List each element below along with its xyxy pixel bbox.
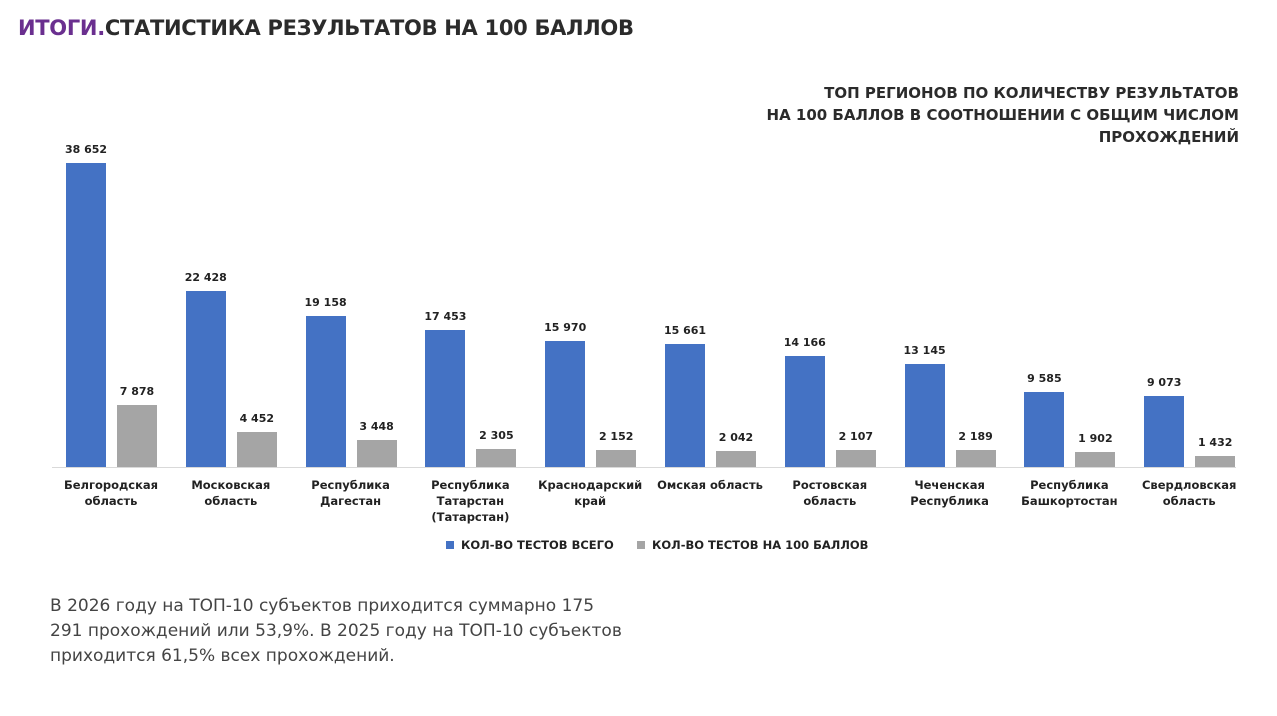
- bar: [1195, 455, 1236, 467]
- title: ИТОГИ.СТАТИСТИКА РЕЗУЛЬТАТОВ НА 100 БАЛЛ…: [18, 16, 634, 40]
- bar: [66, 163, 106, 467]
- bar: [545, 341, 586, 467]
- bar: [117, 405, 157, 467]
- legend-label: КОЛ-ВО ТЕСТОВ ВСЕГО: [461, 538, 614, 552]
- bar: [1024, 391, 1065, 467]
- bar: [185, 290, 226, 467]
- bar: [236, 431, 277, 467]
- bar: [1075, 452, 1116, 467]
- legend-item: КОЛ-ВО ТЕСТОВ ВСЕГО: [446, 538, 614, 552]
- x-tick-label: Ростовская область: [792, 478, 868, 508]
- x-tick-label: Краснодарский край: [538, 478, 643, 508]
- value-label: 1 902: [1078, 432, 1113, 446]
- x-tick-label: Омская область: [657, 478, 763, 492]
- subtitle-line: ПРОХОЖДЕНИЙ: [1098, 128, 1239, 146]
- value-label: 15 970: [544, 321, 587, 335]
- bar: [305, 316, 346, 467]
- bar: [665, 343, 705, 467]
- bar: [1144, 395, 1185, 467]
- bar: [904, 363, 945, 467]
- value-label: 2 305: [479, 428, 514, 442]
- value-label: 1 432: [1197, 435, 1233, 449]
- value-label: 2 107: [838, 430, 874, 444]
- value-label: 22 428: [184, 270, 227, 284]
- value-label: 14 166: [783, 335, 826, 349]
- legend-swatch: [637, 541, 645, 549]
- value-label: 2 152: [598, 430, 634, 444]
- baseline: [52, 467, 1236, 468]
- bar: [955, 449, 996, 467]
- note: В 2026 году на ТОП-10 субъектов приходит…: [50, 596, 622, 666]
- x-tick-label: Чеченская Республика: [910, 478, 989, 508]
- value-label: 4 452: [239, 411, 275, 425]
- bar: [476, 448, 517, 467]
- legend-item: КОЛ-ВО ТЕСТОВ НА 100 БАЛЛОВ: [637, 538, 868, 552]
- value-label: 19 158: [304, 296, 347, 310]
- x-tick-label: Республика Татарстан (Татарстан): [431, 478, 510, 524]
- bar: [716, 450, 756, 467]
- bar: [425, 329, 466, 467]
- value-label: 38 652: [64, 143, 108, 156]
- value-label: 9 585: [1027, 371, 1062, 385]
- x-tick-label: Республика Башкортостан: [1021, 478, 1118, 508]
- value-label: 9 073: [1146, 375, 1182, 389]
- value-label: 2 042: [718, 430, 754, 444]
- legend-swatch: [446, 541, 454, 549]
- subtitle-line: НА 100 БАЛЛОВ В СООТНОШЕНИИ С ОБЩИМ ЧИСЛ…: [766, 106, 1239, 124]
- bar: [596, 450, 637, 467]
- value-label: 7 878: [119, 385, 155, 399]
- subtitle: ТОП РЕГИОНОВ ПО КОЛИЧЕСТВУ РЕЗУЛЬТАТОВ НА…: [767, 82, 1239, 148]
- legend-label: КОЛ-ВО ТЕСТОВ НА 100 БАЛЛОВ: [652, 538, 869, 552]
- value-label: 17 453: [424, 309, 467, 323]
- title-text: СТАТИСТИКА РЕЗУЛЬТАТОВ НА 100 БАЛЛОВ: [104, 16, 634, 40]
- value-label: 15 661: [663, 323, 707, 337]
- bar: [835, 450, 876, 467]
- x-tick-label: Московская область: [191, 478, 271, 508]
- bar: [356, 439, 397, 467]
- value-label: 2 189: [958, 429, 993, 443]
- subtitle-line: ТОП РЕГИОНОВ ПО КОЛИЧЕСТВУ РЕЗУЛЬТАТОВ: [824, 84, 1239, 102]
- value-label: 3 448: [359, 419, 394, 433]
- bar: [784, 355, 825, 467]
- x-tick-label: Свердловская область: [1141, 478, 1237, 508]
- value-label: 13 145: [903, 343, 946, 357]
- title-prefix: ИТОГИ.: [18, 16, 105, 40]
- x-tick-label: Республика Дагестан: [311, 478, 390, 508]
- x-tick-label: Белгородская область: [63, 478, 159, 508]
